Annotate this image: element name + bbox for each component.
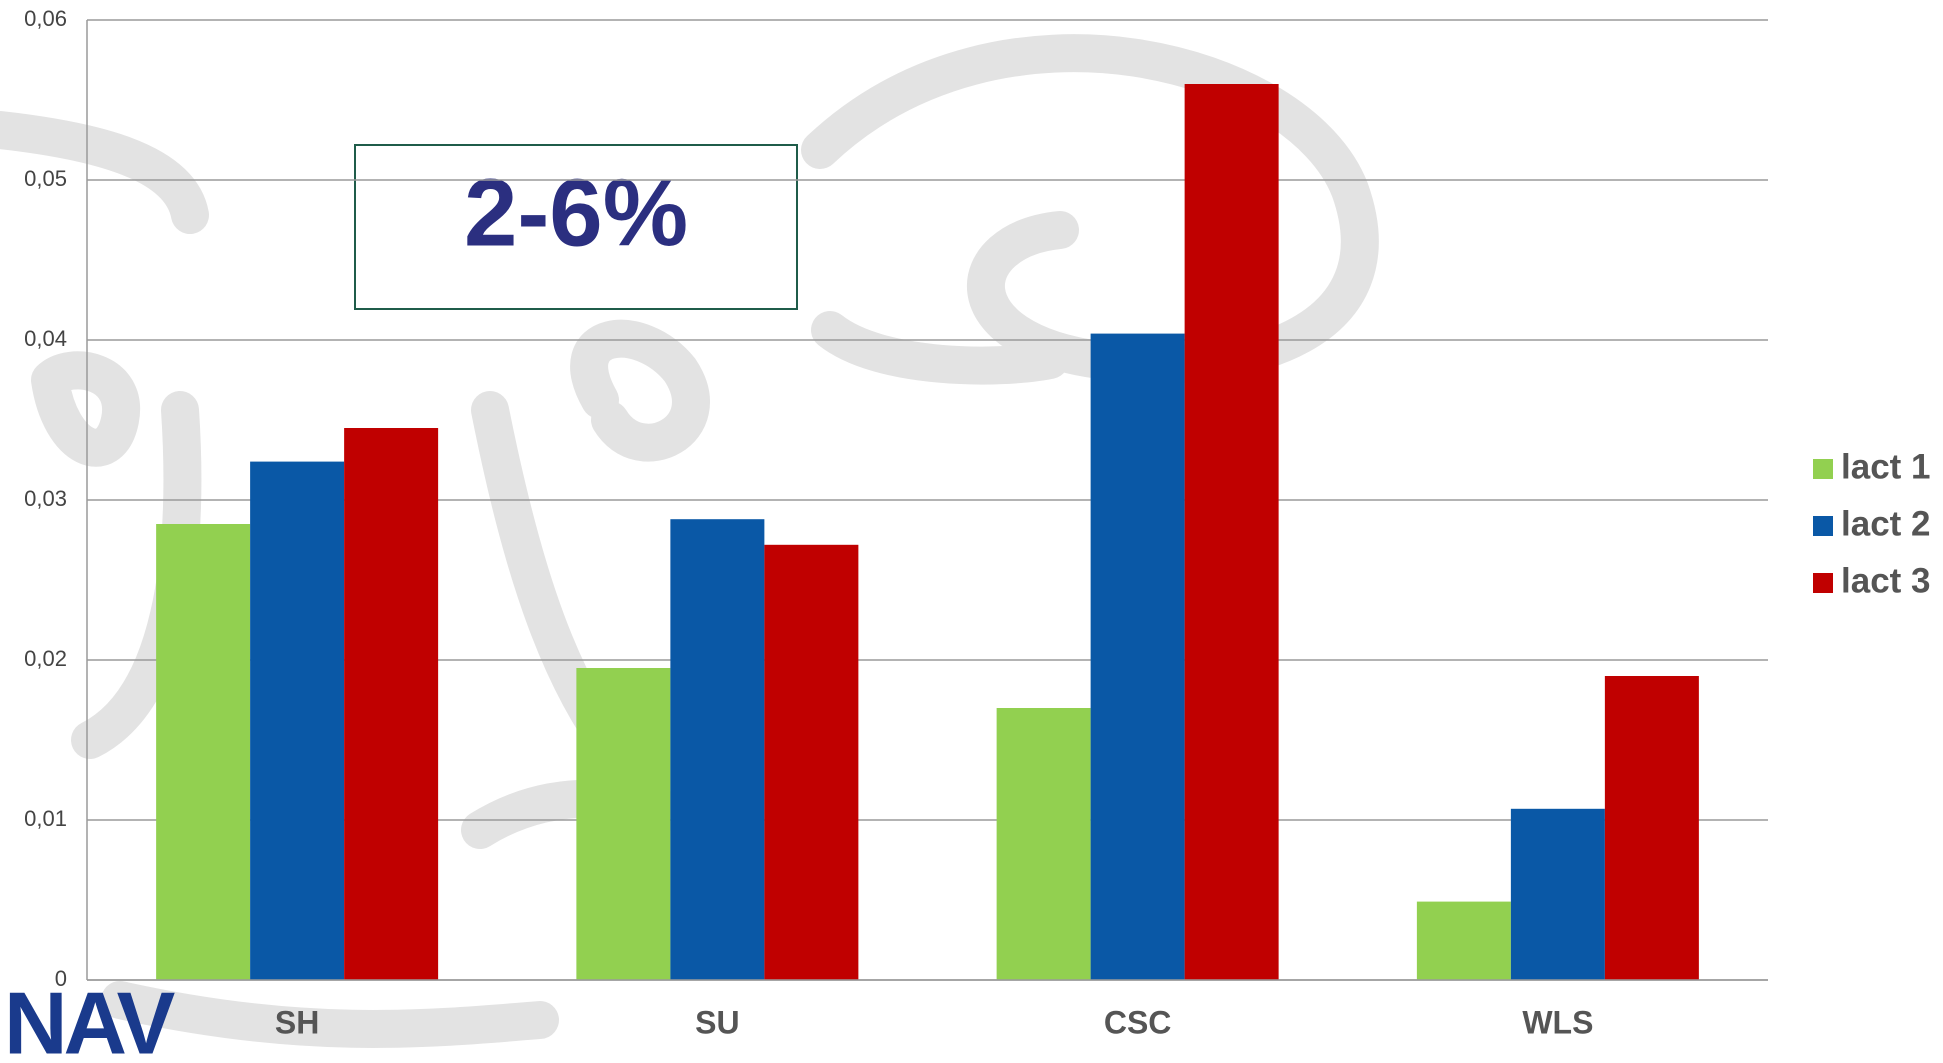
x-tick-label: WLS [1522,1004,1593,1040]
bar [670,519,764,980]
x-tick-label: SH [275,1004,319,1040]
bar [1185,84,1279,980]
legend-swatch [1813,516,1833,536]
bar [344,428,438,980]
y-tick-label: 0,06 [24,6,67,31]
bar [1417,902,1511,980]
y-tick-label: 0,02 [24,646,67,671]
legend-label: lact 2 [1841,504,1931,543]
bar [1511,809,1605,980]
x-tick-label: SU [695,1004,739,1040]
bar [250,462,344,980]
bar [1605,676,1699,980]
bar [576,668,670,980]
legend-label: lact 1 [1841,447,1931,486]
bar [997,708,1091,980]
y-tick-label: 0,03 [24,486,67,511]
chart: 2-6% NAV 0 0,01 0,02 0,03 0,04 0,05 0,06 SH SU CS… [0,0,1943,1063]
legend-swatch [1813,573,1833,593]
y-tick-label: 0,04 [24,326,67,351]
y-tick-label: 0,01 [24,806,67,831]
legend-label: lact 3 [1841,561,1931,600]
y-tick-label: 0 [55,966,67,991]
legend-swatch [1813,459,1833,479]
logo: NAV [4,973,176,1063]
bar [156,524,250,980]
bar [764,545,858,980]
x-tick-label: CSC [1104,1004,1172,1040]
annotation: 2-6% [464,159,688,266]
bar [1091,334,1185,980]
y-tick-label: 0,05 [24,166,67,191]
